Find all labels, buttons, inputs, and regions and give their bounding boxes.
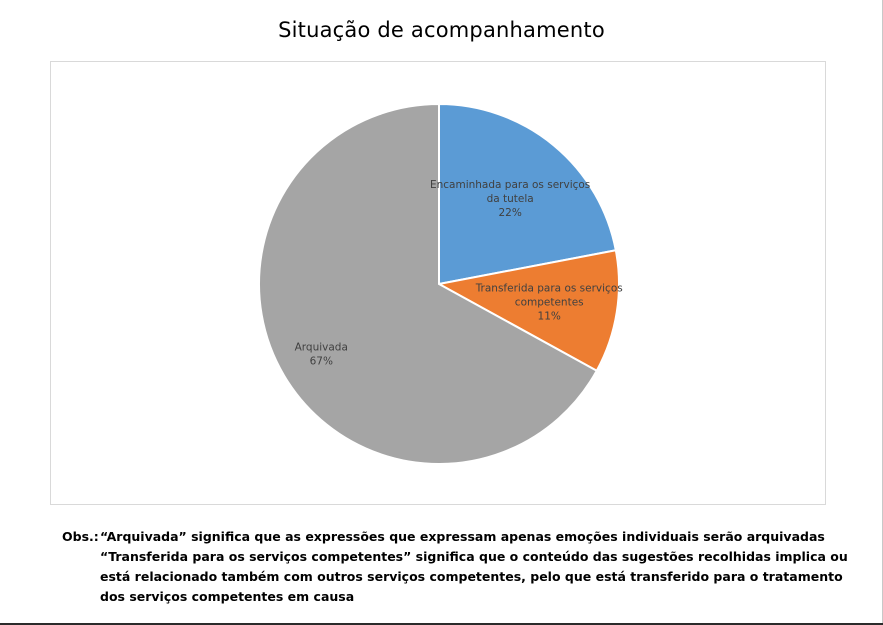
slice-data-label: Transferida para os serviços competentes 1…	[475, 282, 623, 322]
slice-category-label: Arquivada	[295, 342, 348, 354]
slice-category-label: Encaminhada para os serviços	[430, 179, 590, 191]
frame-bottom-border	[0, 623, 883, 625]
chart-title: Situação de acompanhamento	[278, 18, 605, 42]
slice-data-label: Encaminhada para os serviços da tutela 22%	[430, 179, 590, 219]
slice-data-label: Arquivada 67%	[295, 342, 348, 368]
note-line: dos serviços competentes em causa	[100, 589, 355, 604]
notes: Obs.: “Arquivada” significa que as expre…	[62, 527, 862, 607]
note-line: “Transferida para os serviços competente…	[100, 549, 848, 564]
chart-area	[50, 61, 826, 505]
pie-slice	[438, 102, 617, 286]
pie-slice	[436, 249, 620, 373]
slice-value-label: 11%	[538, 310, 561, 322]
note-line: está relacionado também com outros servi…	[100, 569, 843, 584]
slice-value-label: 22%	[498, 207, 521, 219]
slice-category-label: Transferida para os serviços	[475, 282, 623, 294]
note-line: “Arquivada” significa que as expressões …	[100, 529, 825, 544]
notes-lines: “Arquivada” significa que as expressões …	[100, 527, 862, 607]
slice-category-label: competentes	[515, 296, 584, 308]
slice-value-label: 67%	[310, 356, 333, 368]
slice-category-label: da tutela	[487, 193, 534, 205]
pie-slice	[258, 102, 599, 465]
notes-prefix: Obs.:	[62, 529, 99, 544]
